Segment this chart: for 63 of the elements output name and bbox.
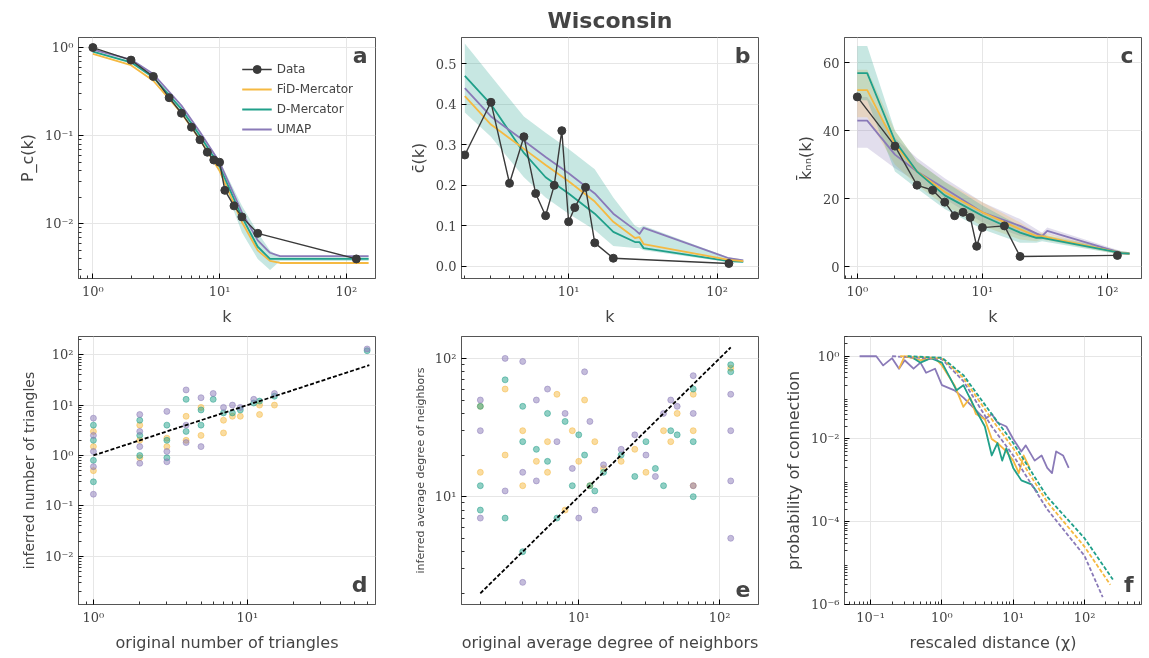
x-tick-label: 10¹ (971, 283, 994, 299)
legend-label: Data (276, 62, 306, 76)
y-axis-title: inferred number of triangles (20, 371, 37, 570)
x-tick-label: 10² (706, 283, 728, 299)
x-axis-title: k (222, 306, 233, 326)
x-tick-label: 10⁰ (82, 609, 105, 625)
y-axis-title: probability of connection (783, 370, 803, 571)
y-tick-label: 10⁰ (51, 447, 74, 463)
annotation: b (734, 42, 751, 68)
x-tick-label: 10⁰ (846, 283, 869, 299)
y-axis-title: k̄ₙₙ(k) (795, 136, 815, 181)
y-tick-label: 10¹ (434, 489, 457, 505)
y-tick-label: 40 (822, 123, 840, 139)
y-tick-label: 10⁰ (817, 348, 840, 364)
y-tick-label: 10⁰ (51, 40, 74, 56)
x-tick-label: 10¹ (1002, 609, 1025, 625)
legend-label: D-Mercator (276, 102, 344, 116)
y-axis-title: c̄(k) (408, 142, 428, 174)
y-tick-label: 10⁻² (44, 216, 74, 232)
x-axis-title: k (988, 306, 999, 326)
y-tick-label: 10² (51, 347, 74, 363)
annotation: f (1123, 571, 1134, 597)
x-tick-label: 10¹ (208, 283, 231, 299)
x-tick-label: 10⁻¹ (856, 609, 885, 625)
y-tick-label: 10⁻² (810, 431, 840, 447)
x-axis-title: original number of triangles (115, 632, 339, 652)
x-tick-label: 10² (335, 283, 358, 299)
y-tick-label: 10² (434, 350, 457, 366)
x-tick-label: 10⁰ (931, 609, 953, 625)
y-tick-label: 10⁻⁴ (810, 514, 840, 530)
annotation: a (352, 42, 368, 68)
y-tick-label: 0.4 (435, 97, 457, 113)
y-tick-label: 10¹ (51, 397, 74, 413)
chart-title: Wisconsin (547, 7, 673, 33)
y-tick-label: 0.3 (435, 137, 457, 153)
x-tick-label: 10² (708, 609, 731, 625)
y-tick-label: 0.2 (435, 178, 457, 194)
x-tick-label: 10⁰ (82, 283, 104, 299)
y-tick-label: 10⁻¹ (44, 498, 74, 514)
x-tick-label: 10¹ (557, 283, 580, 299)
y-tick-label: 0 (831, 259, 840, 275)
y-tick-label: 10⁻² (44, 548, 74, 564)
y-tick-label: 0.1 (435, 218, 457, 234)
x-tick-label: 10² (1096, 283, 1119, 299)
y-tick-label: 20 (822, 191, 840, 207)
x-tick-label: 10² (1073, 609, 1096, 625)
y-tick-label: 60 (822, 55, 840, 71)
y-tick-label: 10⁻⁶ (810, 597, 840, 612)
y-tick-label: 0.5 (435, 56, 457, 72)
y-tick-label: 10⁻¹ (44, 128, 74, 144)
y-axis-title: P_c(k) (17, 133, 38, 183)
annotation: d (351, 571, 368, 597)
y-axis-title: inferred average degree of neighbors (413, 367, 427, 574)
x-axis-title: original average degree of neighbors (461, 632, 759, 652)
x-axis-title: k (605, 306, 616, 326)
x-axis-title: rescaled distance (χ) (909, 632, 1077, 652)
y-tick-label: 0.0 (435, 259, 457, 275)
x-tick-label: 10¹ (236, 609, 259, 625)
annotation: e (735, 576, 751, 602)
legend-label: FiD-Mercator (276, 82, 353, 96)
legend-label: UMAP (276, 122, 312, 136)
x-tick-label: 10¹ (567, 609, 590, 625)
annotation: c (1120, 42, 1134, 68)
